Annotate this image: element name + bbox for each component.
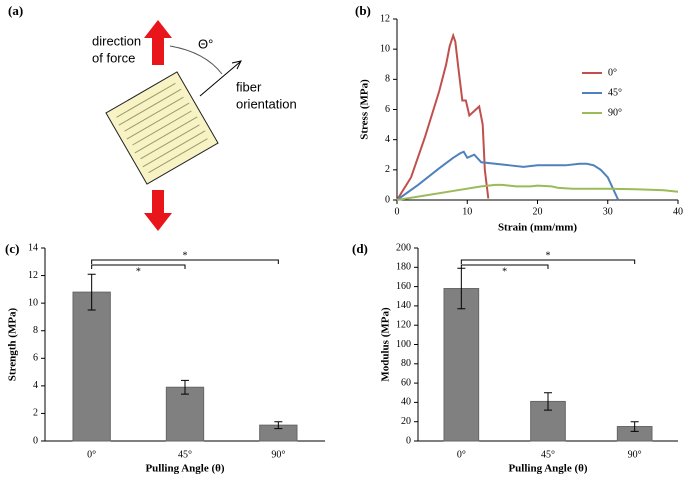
y-axis-label: Modulus (MPa) xyxy=(380,307,392,382)
force-arrow-down xyxy=(144,190,172,231)
fiber-arrowhead xyxy=(231,60,242,70)
y-tick-label: 0 xyxy=(406,435,411,446)
diagram: (a) direction of force Θ° fiber orientat… xyxy=(8,3,297,231)
significance-bracket xyxy=(460,259,636,264)
y-tick-label: 120 xyxy=(396,319,411,330)
y-tick-label: 4 xyxy=(33,380,38,391)
y-tick-label: 12 xyxy=(28,270,38,281)
y-axis-label: Strength (MPa) xyxy=(7,307,19,381)
y-tick-label: 10 xyxy=(28,297,38,308)
significance-label: * xyxy=(546,250,551,261)
significance-label: * xyxy=(136,266,141,277)
line-series xyxy=(396,183,679,201)
y-tick-label: 60 xyxy=(401,377,411,388)
bar xyxy=(72,291,111,442)
line-series xyxy=(396,32,490,201)
y-tick-label: 2 xyxy=(385,164,390,175)
y-tick-label: 2 xyxy=(33,408,38,419)
x-tick-label: 0° xyxy=(457,449,466,460)
fiber-sample xyxy=(105,71,219,185)
line-series xyxy=(396,150,620,201)
significance-bracket xyxy=(460,264,549,269)
x-tick-label: 30 xyxy=(603,206,613,217)
y-tick-label: 140 xyxy=(396,300,411,311)
significance-label: * xyxy=(502,266,507,277)
y-tick-label: 200 xyxy=(396,242,411,253)
x-tick-label: 90° xyxy=(271,449,285,460)
error-bar xyxy=(274,421,283,430)
panel-label: (b) xyxy=(355,3,371,18)
y-tick-label: 160 xyxy=(396,281,411,292)
significance-label: * xyxy=(183,250,188,261)
x-tick-label: 90° xyxy=(628,449,642,460)
angle-label: Θ° xyxy=(198,36,213,51)
x-axis-label: Pulling Angle (θ) xyxy=(508,463,587,475)
y-tick-label: 8 xyxy=(33,325,38,336)
bar xyxy=(443,288,480,442)
x-tick-label: 45° xyxy=(541,449,555,460)
fiber-label: fiber xyxy=(236,79,262,94)
legend-label: 90° xyxy=(608,107,622,118)
x-tick-label: 40 xyxy=(673,206,683,217)
y-tick-label: 100 xyxy=(396,339,411,350)
y-tick-label: 20 xyxy=(401,416,411,427)
force-label: direction xyxy=(92,33,141,48)
error-bar xyxy=(630,421,639,432)
y-tick-label: 180 xyxy=(396,262,411,273)
force-arrow-up xyxy=(144,20,172,65)
x-tick-label: 20 xyxy=(533,206,543,217)
y-tick-label: 4 xyxy=(385,134,390,145)
error-bar xyxy=(544,392,552,411)
panel-label: (d) xyxy=(352,241,368,256)
y-tick-label: 0 xyxy=(385,194,390,205)
error-bar xyxy=(181,379,189,395)
y-tick-label: 14 xyxy=(28,242,38,253)
y-tick-label: 6 xyxy=(385,104,390,115)
significance-bracket xyxy=(91,259,279,264)
force-label: of force xyxy=(92,50,135,65)
y-tick-label: 40 xyxy=(401,397,411,408)
y-tick-label: 0 xyxy=(33,435,38,446)
error-bar xyxy=(87,273,96,311)
significance-bracket xyxy=(91,264,186,269)
x-axis-label: Strain (mm/mm) xyxy=(498,222,577,234)
y-tick-label: 6 xyxy=(33,353,38,364)
legend-label: 0° xyxy=(608,67,617,78)
x-tick-label: 0 xyxy=(395,206,400,217)
y-tick-label: 10 xyxy=(380,43,390,54)
legend-label: 45° xyxy=(608,87,622,98)
x-tick-label: 45° xyxy=(178,449,192,460)
fiber-arrow xyxy=(199,61,241,97)
y-tick-label: 80 xyxy=(401,358,411,369)
bar xyxy=(165,386,205,442)
x-tick-label: 0° xyxy=(87,449,96,460)
y-tick-label: 8 xyxy=(385,74,390,85)
y-axis-label: Stress (MPa) xyxy=(359,79,371,140)
y-tick-label: 12 xyxy=(380,13,390,24)
panel-label: (a) xyxy=(8,3,23,18)
x-axis-label: Pulling Angle (θ) xyxy=(145,463,224,475)
fiber-label: orientation xyxy=(236,96,297,111)
panel-label: (c) xyxy=(5,241,19,256)
x-tick-label: 10 xyxy=(462,206,472,217)
angle-arc xyxy=(169,45,223,75)
